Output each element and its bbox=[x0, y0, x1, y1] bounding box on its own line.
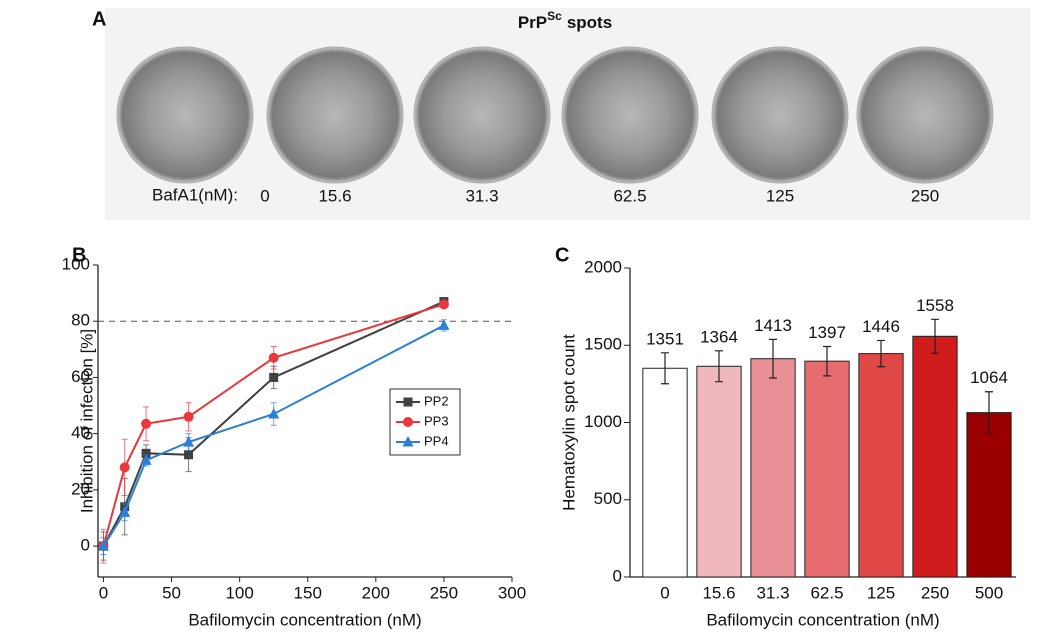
well-image bbox=[856, 46, 994, 184]
legend-marker bbox=[403, 417, 413, 427]
error-bar bbox=[661, 352, 669, 385]
panel-label: C bbox=[555, 244, 569, 266]
well-image bbox=[413, 46, 551, 184]
data-label: 1413 bbox=[754, 316, 792, 335]
bar bbox=[642, 367, 688, 578]
x-tick-label: 50 bbox=[162, 583, 181, 602]
data-label: 1446 bbox=[862, 317, 900, 336]
concentration-label: 15.6 bbox=[318, 186, 351, 205]
y-tick-label: 500 bbox=[594, 489, 622, 508]
error-bar bbox=[769, 338, 777, 379]
y-tick-label: 0 bbox=[613, 566, 622, 585]
panel-label: A bbox=[92, 8, 106, 30]
data-label: 1364 bbox=[700, 327, 738, 346]
x-tick-label: 200 bbox=[362, 583, 390, 602]
x-tick-label: 300 bbox=[498, 583, 526, 602]
x-tick-label: 150 bbox=[294, 583, 322, 602]
data-label: 1397 bbox=[808, 323, 846, 342]
marker bbox=[268, 352, 279, 363]
error-bar bbox=[823, 345, 831, 377]
marker bbox=[438, 299, 449, 310]
x-tick-label: 125 bbox=[867, 583, 895, 602]
marker bbox=[183, 436, 195, 447]
marker bbox=[141, 448, 151, 458]
title-rest: spots bbox=[567, 13, 612, 32]
x-tick-label: 31.3 bbox=[756, 583, 789, 602]
y-tick-label: 2000 bbox=[584, 257, 622, 276]
x-tick-label: 0 bbox=[99, 583, 108, 602]
marker bbox=[268, 407, 280, 419]
series-line bbox=[102, 303, 445, 547]
y-axis-label: Hematoxylin spot count bbox=[559, 334, 578, 511]
marker bbox=[438, 319, 450, 330]
legend-label: PP3 bbox=[424, 413, 449, 428]
legend-box bbox=[389, 388, 461, 456]
error-bar bbox=[715, 350, 723, 383]
marker bbox=[269, 372, 279, 382]
marker bbox=[141, 418, 152, 429]
error-bar bbox=[985, 391, 993, 435]
x-tick-label: 500 bbox=[975, 583, 1003, 602]
error-bar bbox=[877, 339, 885, 368]
bar bbox=[966, 412, 1012, 578]
y-tick-label: 100 bbox=[62, 254, 90, 273]
title-main: PrP bbox=[518, 13, 547, 32]
legend-marker bbox=[402, 436, 414, 447]
x-tick-label: 0 bbox=[660, 583, 669, 602]
bar bbox=[750, 358, 796, 578]
y-tick-label: 20 bbox=[71, 479, 90, 498]
x-axis-label: Bafilomycin concentration (nM) bbox=[188, 610, 421, 629]
legend-label: PP2 bbox=[424, 393, 449, 408]
marker bbox=[119, 506, 131, 517]
y-tick-label: 60 bbox=[71, 367, 90, 386]
concentration-label: 250 bbox=[911, 186, 939, 205]
bar bbox=[858, 353, 904, 578]
well-image bbox=[711, 46, 849, 184]
x-tick-label: 15.6 bbox=[702, 583, 735, 602]
y-tick-label: 1000 bbox=[584, 412, 622, 431]
concentration-label: 125 bbox=[766, 186, 794, 205]
panel-a-title: PrPSc spots bbox=[518, 9, 612, 32]
data-label: 1064 bbox=[970, 368, 1008, 387]
x-tick-label: 250 bbox=[921, 583, 949, 602]
data-label: 1558 bbox=[916, 296, 954, 315]
bar bbox=[804, 360, 850, 578]
x-tick-label: 100 bbox=[225, 583, 253, 602]
row-label: BafA1(nM): bbox=[152, 185, 238, 204]
marker bbox=[183, 411, 194, 422]
y-axis-label: Inhibition of infection [%] bbox=[77, 329, 96, 513]
error-bar bbox=[931, 318, 939, 354]
bar bbox=[696, 365, 742, 578]
marker bbox=[119, 462, 130, 473]
x-tick-label: 62.5 bbox=[810, 583, 843, 602]
series-line bbox=[102, 324, 445, 547]
well-image bbox=[116, 46, 254, 184]
concentration-label: 62.5 bbox=[613, 186, 646, 205]
legend-label: PP4 bbox=[424, 433, 449, 448]
legend-marker bbox=[403, 397, 413, 407]
data-label: 1351 bbox=[646, 329, 684, 348]
concentration-label: 31.3 bbox=[465, 186, 498, 205]
well-image bbox=[561, 46, 699, 184]
y-tick-label: 40 bbox=[71, 423, 90, 442]
bar bbox=[912, 335, 958, 578]
marker bbox=[184, 450, 194, 460]
title-sup: Sc bbox=[547, 9, 562, 23]
y-tick-label: 80 bbox=[71, 311, 90, 330]
x-tick-label: 250 bbox=[430, 583, 458, 602]
marker bbox=[97, 540, 109, 551]
y-tick-label: 0 bbox=[81, 536, 90, 555]
concentration-label: 0 bbox=[260, 186, 269, 205]
well-image bbox=[266, 46, 404, 184]
y-tick-label: 1500 bbox=[584, 335, 622, 354]
marker bbox=[140, 454, 152, 465]
panel-label: B bbox=[72, 244, 86, 266]
x-axis-label: Bafilomycin concentration (nM) bbox=[706, 610, 939, 629]
